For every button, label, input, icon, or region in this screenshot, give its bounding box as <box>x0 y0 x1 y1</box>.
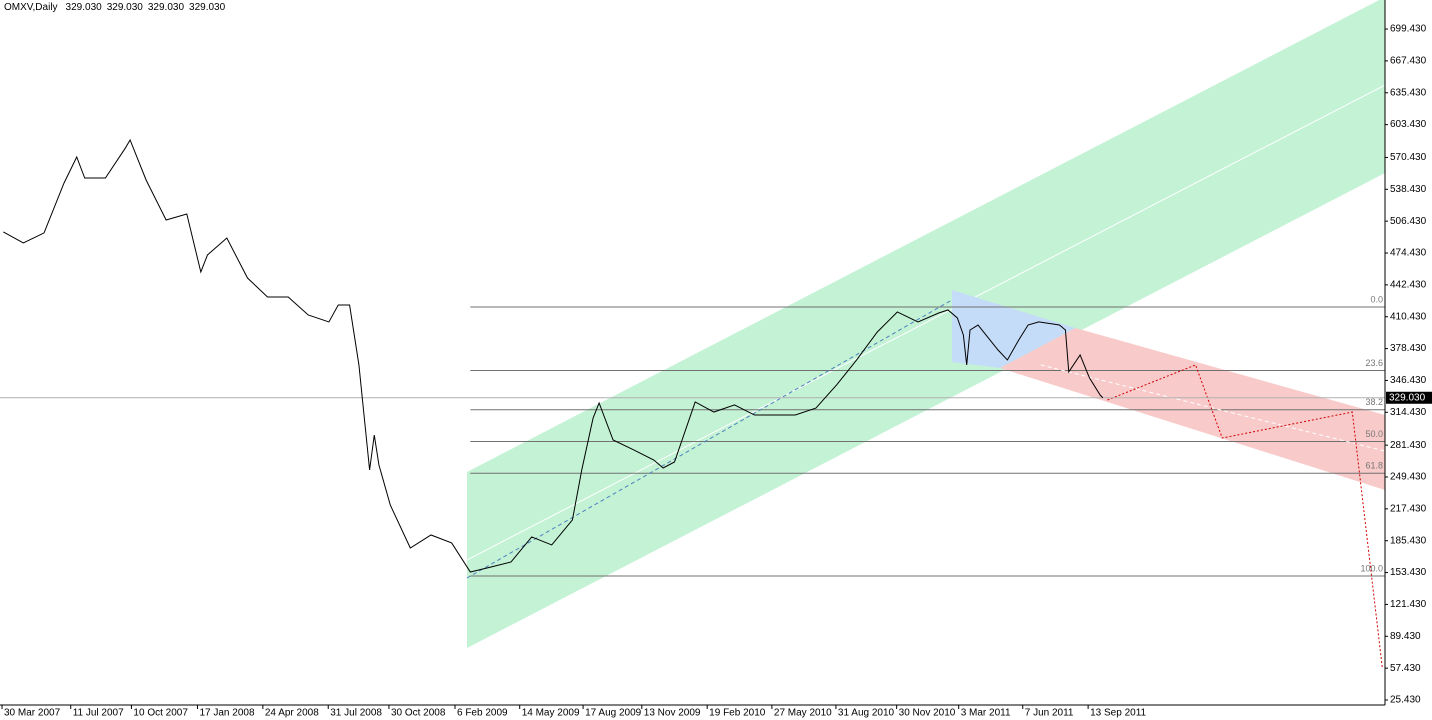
x-tick-label: 30 Nov 2010 <box>899 708 956 719</box>
x-tick-label: 10 Oct 2007 <box>133 708 188 719</box>
y-tick-label: 185.430 <box>1390 535 1427 546</box>
y-tick-label: 281.430 <box>1390 440 1427 451</box>
x-tick-label: 17 Jan 2008 <box>199 708 254 719</box>
x-tick-label: 27 May 2010 <box>774 708 832 719</box>
fib-label: 61.8 <box>1365 461 1383 471</box>
x-tick-label: 11 Jul 2007 <box>73 708 124 719</box>
y-tick-label: 346.430 <box>1390 375 1427 386</box>
channel <box>467 0 1385 648</box>
drawn-line <box>466 299 953 579</box>
channel-center <box>466 84 1386 561</box>
x-tick-label: 13 Sep 2011 <box>1090 708 1146 719</box>
y-tick-label: 474.430 <box>1390 248 1427 259</box>
y-tick-label: 153.430 <box>1390 567 1427 578</box>
fib-label: 100.0 <box>1360 563 1383 573</box>
header: OMXV,Daily 329.030 329.030 329.030 329.030 <box>4 2 226 13</box>
y-tick-label: 635.430 <box>1390 87 1427 98</box>
price-line <box>3 138 1104 573</box>
price-tag-label: 329.030 <box>1389 392 1426 403</box>
plot <box>0 138 1385 573</box>
y-tick-label: 57.430 <box>1390 663 1421 674</box>
y-tick-label: 121.430 <box>1390 599 1427 610</box>
ohlc-value: 329.030 <box>107 2 144 13</box>
fib-label: 0.0 <box>1370 294 1383 304</box>
y-tick-label: 442.430 <box>1390 280 1427 291</box>
y-tick-label: 217.430 <box>1390 504 1427 515</box>
x-tick-label: 13 Nov 2009 <box>644 708 701 719</box>
y-tick-label: 667.430 <box>1390 56 1427 67</box>
region <box>952 289 1076 369</box>
x-tick-label: 19 Feb 2010 <box>709 708 766 719</box>
x-tick-label: 17 Aug 2009 <box>585 708 642 719</box>
overlays: 0.0 23.6 38.2 50.0 61.8 100.0 <box>466 0 1386 669</box>
y-tick-label: 538.430 <box>1390 184 1427 195</box>
y-tick-label: 570.430 <box>1390 152 1427 163</box>
region <box>1000 328 1385 490</box>
x-tick-label: 30 Mar 2007 <box>4 708 61 719</box>
ohlc-value: 329.030 <box>189 2 226 13</box>
y-tick-label: 699.430 <box>1390 24 1427 35</box>
ohlc-value: 329.030 <box>66 2 103 13</box>
y-tick-label: 249.430 <box>1390 472 1427 483</box>
price-tag <box>1386 391 1432 404</box>
x-tick-label: 31 Aug 2010 <box>838 708 895 719</box>
y-tick-label: 410.430 <box>1390 311 1427 322</box>
fib-label: 23.6 <box>1365 358 1383 368</box>
fib-label: 50.0 <box>1365 429 1383 439</box>
x-tick-label: 6 Feb 2009 <box>457 708 508 719</box>
fib-label: 38.2 <box>1365 397 1383 407</box>
y-tick-label: 603.430 <box>1390 119 1427 130</box>
x-tick-label: 7 Jun 2011 <box>1025 708 1074 719</box>
y-tick-label: 314.430 <box>1390 407 1427 418</box>
y-tick-label: 25.430 <box>1390 695 1421 706</box>
y-tick-label: 506.430 <box>1390 216 1427 227</box>
y-tick-label: 89.430 <box>1390 631 1421 642</box>
x-tick-label: 30 Oct 2008 <box>391 708 446 719</box>
ohlc-value: 329.030 <box>148 2 185 13</box>
drawn-line <box>1040 364 1386 452</box>
chart-title: OMXV,Daily <box>4 2 58 13</box>
y-tick-label: 378.430 <box>1390 343 1427 354</box>
x-tick-label: 24 Apr 2008 <box>265 708 319 719</box>
drawn-line <box>1107 364 1383 669</box>
x-tick-label: 14 May 2009 <box>522 708 580 719</box>
x-tick-label: 31 Jul 2008 <box>330 708 382 719</box>
x-tick-label: 3 Mar 2011 <box>961 708 1011 719</box>
